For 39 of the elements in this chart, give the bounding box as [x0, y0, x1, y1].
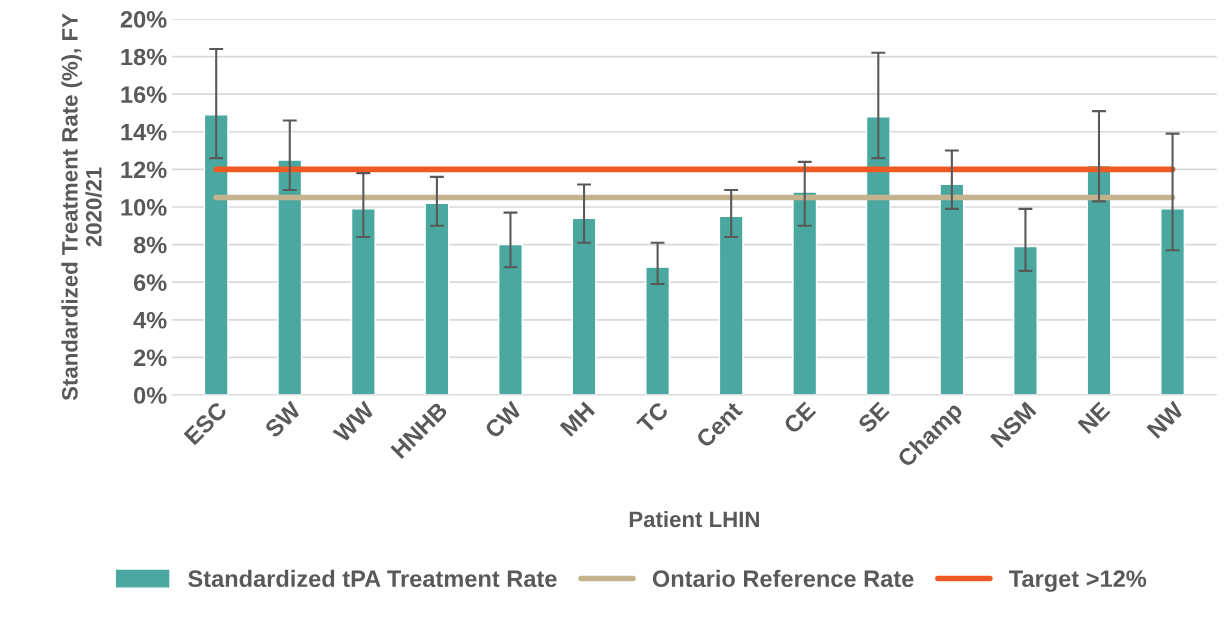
y-axis-title: Standardized Treatment Rate (%), FY 2020/21	[61, 13, 102, 401]
bar	[1160, 208, 1186, 395]
x-tick-label: CE	[782, 400, 817, 435]
y-tick-label: 4%	[133, 311, 167, 329]
y-tick-label: 2%	[133, 349, 167, 367]
y-tick-label: 6%	[133, 274, 167, 291]
bar	[792, 191, 818, 395]
x-tick-label: WW	[332, 400, 376, 444]
x-tick-label: TC	[635, 400, 670, 435]
x-tick-label: NW	[1146, 400, 1185, 439]
bar	[939, 183, 965, 395]
x-axis-title: Patient LHIN	[629, 510, 759, 528]
bar	[645, 266, 671, 395]
x-tick-label: SE	[856, 400, 890, 434]
legend-label: Standardized tPA Treatment Rate	[188, 569, 557, 588]
y-tick-label: 8%	[133, 236, 167, 254]
bar	[498, 243, 523, 395]
bar	[571, 217, 597, 395]
x-tick-label: MH	[559, 401, 596, 437]
legend-label: Ontario Reference Rate	[652, 569, 914, 588]
bar	[350, 208, 376, 395]
y-tick-label: 14%	[121, 123, 167, 141]
x-tick-label: SW	[263, 400, 303, 439]
bar	[277, 159, 303, 395]
y-tick-label: 10%	[121, 199, 167, 216]
y-tick-label: 0%	[134, 387, 167, 404]
bar	[718, 215, 744, 395]
bar	[1012, 245, 1038, 395]
x-tick-label: NE	[1077, 401, 1111, 435]
y-tick-label: 16%	[121, 86, 167, 103]
x-tick-label: CW	[483, 400, 523, 440]
y-tick-label: 20%	[120, 11, 167, 28]
bar	[203, 114, 229, 395]
legend-label: Target >12%	[1009, 570, 1147, 592]
bar	[865, 116, 891, 395]
y-tick-label: 12%	[121, 161, 167, 179]
bar	[1086, 164, 1112, 395]
bar	[424, 202, 450, 395]
y-tick-label: 18%	[121, 48, 167, 66]
